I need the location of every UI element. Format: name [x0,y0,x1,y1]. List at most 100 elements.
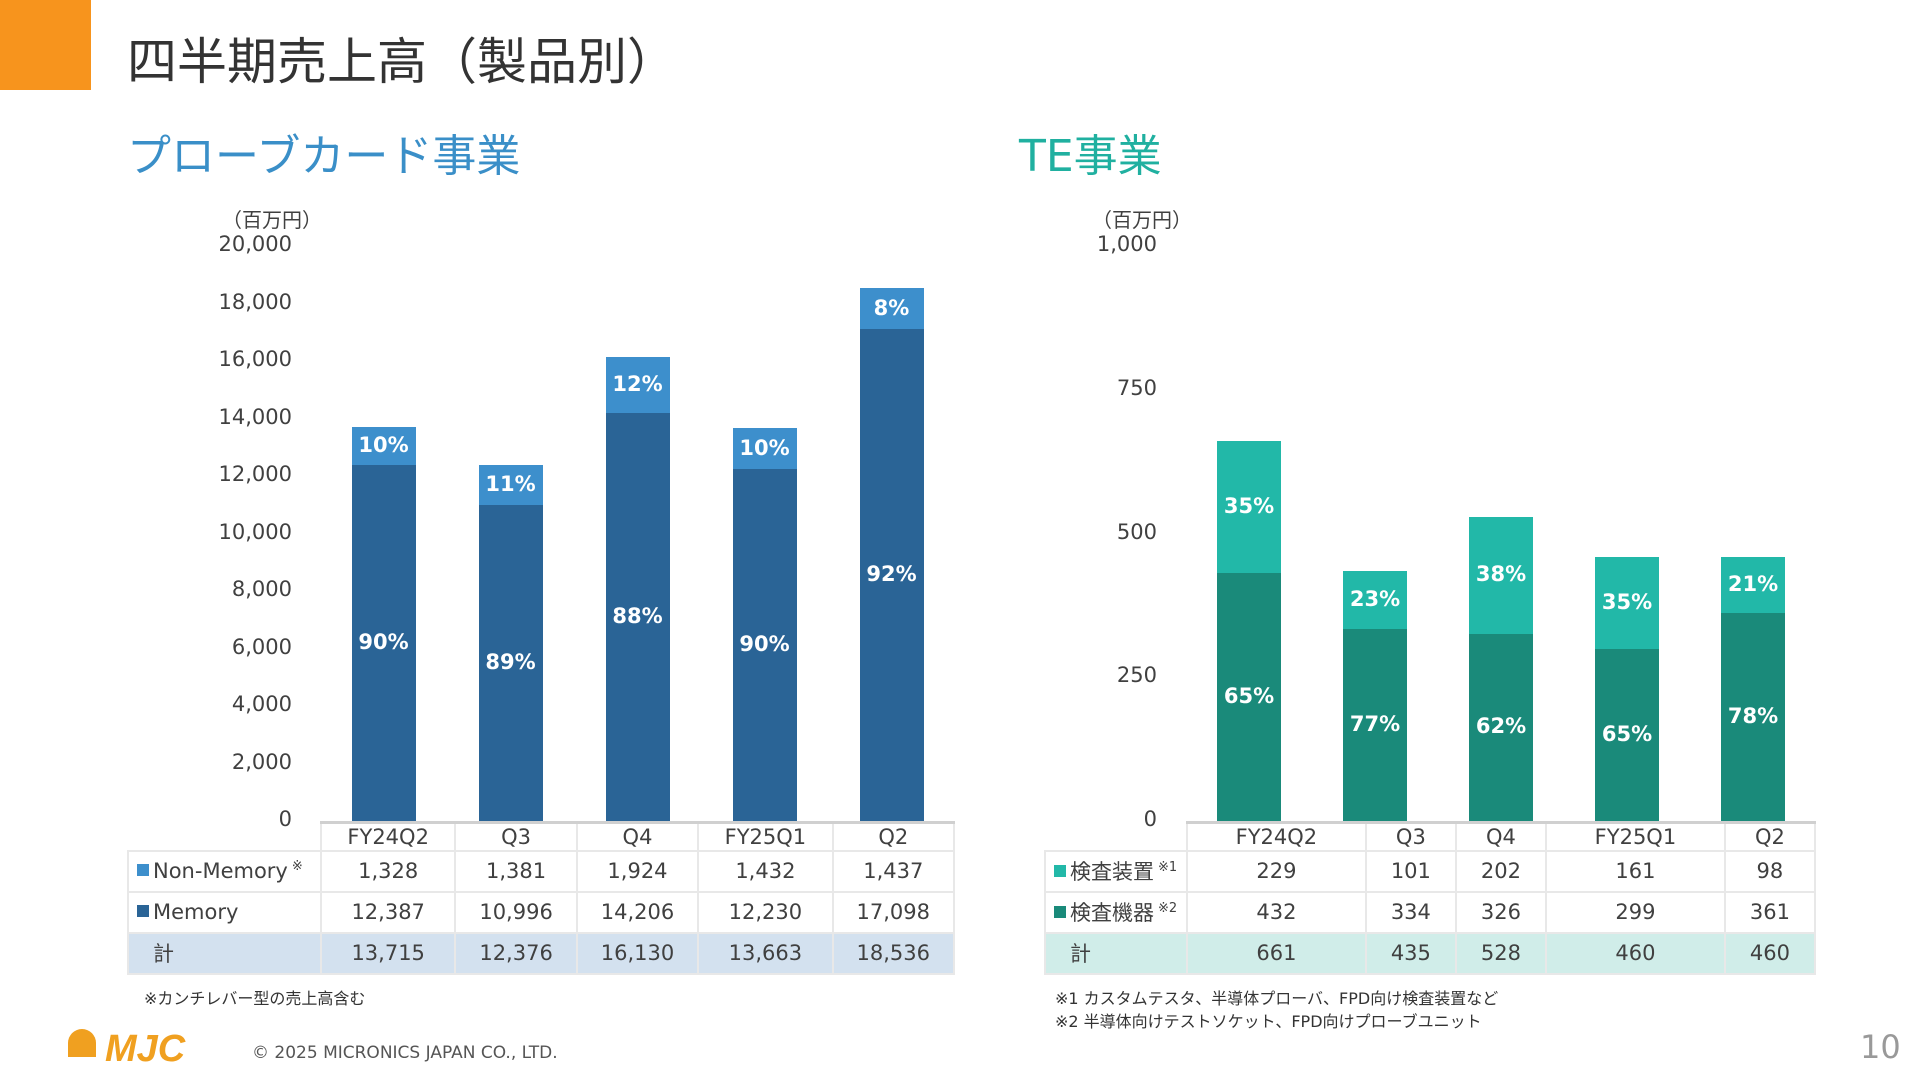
series-name: Non-Memory [153,859,288,883]
total-label: 計 [127,931,322,975]
y-tick-label: 250 [1116,663,1157,688]
table-cell: 101 [1364,849,1457,893]
pct-label: 35% [1601,589,1653,614]
series-name: Memory [153,900,239,924]
category-label: Q2 [1723,821,1817,852]
table-cell: 299 [1545,890,1726,934]
category-label: FY24Q2 [1186,821,1367,852]
y-tick-label: 14,000 [218,404,292,429]
pct-label: 78% [1727,704,1779,729]
table-cell: 10,996 [454,890,578,934]
pct-label: 65% [1223,683,1275,708]
category-label: Q2 [831,821,956,852]
legend-swatch [1054,906,1066,918]
note-mark: ※ [291,859,303,874]
bar---fy25q1 [1595,556,1659,650]
copyright: © 2025 MICRONICS JAPAN CO., LTD. [252,1043,558,1063]
y-tick-label: 750 [1116,375,1157,400]
chart-title-te: TE事業 [1019,131,1162,182]
table-cell: 432 [1186,890,1367,934]
pct-label: 21% [1727,572,1779,597]
category-label: Q3 [1364,821,1457,852]
footnote: ※1 カスタムテスタ、半導体プローバ、FPD向け検査装置など [1055,989,1499,1008]
category-label: FY24Q2 [319,821,457,852]
series-label: Memory [127,890,322,934]
page-title: 四半期売上高（製品別） [127,33,677,91]
table-cell: 12,230 [697,890,834,934]
bar---q3 [1343,570,1407,629]
pct-label: 92% [866,562,917,587]
pct-label: 90% [739,632,790,657]
table-corner [128,823,321,851]
note-mark: ※2 [1158,901,1178,916]
pct-label: 77% [1349,711,1401,736]
pct-label: 90% [358,629,409,654]
table-cell: 1,328 [319,849,457,893]
bar-non-memory-fy24q2 [351,426,416,465]
total-cell: 13,663 [697,931,834,975]
accent-block [0,0,91,90]
total-row: 計 661 435 528 460 460 [1044,931,1817,975]
pct-label: 12% [612,371,663,396]
series-name: 検査装置 [1070,860,1154,884]
table-cell: 202 [1454,849,1548,893]
category-label: FY25Q1 [697,821,834,852]
series-name: 検査機器 [1070,901,1154,925]
table-cell: 17,098 [831,890,956,934]
y-tick-label: 20,000 [218,232,292,256]
bar-non-memory-fy25q1 [732,428,797,470]
data-table: FY24Q2 Q3 Q4 FY25Q1 Q2 Non-Memory ※ 1,328 1,381 1… [127,821,956,975]
pct-label: 88% [612,603,663,628]
footnote: ※2 半導体向けテストソケット、FPD向けプローブユニット [1055,1012,1482,1031]
total-label: 計 [1044,931,1188,975]
bar---fy24q2 [1217,572,1281,821]
table-cell: 1,437 [831,849,956,893]
pct-label: 35% [1223,493,1275,518]
bar-memory-q3 [478,504,543,821]
table-cell: 229 [1186,849,1367,893]
bar---fy25q1 [1595,649,1659,821]
mjc-logo: MJC [68,1028,186,1069]
series-label: Non-Memory ※ [127,849,322,893]
table-cell: 98 [1723,849,1817,893]
y-tick-label: 16,000 [218,347,292,371]
table-cell: 1,381 [454,849,578,893]
pct-label: 10% [358,432,409,457]
total-cell: 13,715 [319,931,457,975]
bar---q4 [1469,517,1533,634]
category-label: Q4 [575,821,700,852]
y-tick-label: 6,000 [231,634,292,659]
legend-swatch [137,905,149,917]
table-cell: 361 [1723,890,1817,934]
table-cell: 14,206 [575,890,700,934]
legend-swatch [1054,865,1066,877]
pct-label: 8% [873,295,910,320]
y-tick-label: 18,000 [218,289,292,314]
category-label: Q3 [454,821,578,852]
series-label: 検査機器 ※2 [1044,890,1188,934]
y-tick-label: 500 [1116,519,1157,544]
bar---q2 [1721,557,1785,614]
table-cell: 1,432 [697,849,834,893]
y-tick-label: 0 [1143,807,1157,831]
category-label: Q4 [1454,821,1548,852]
legend-swatch [137,864,149,876]
svg-text:MJC: MJC [105,1028,186,1069]
total-cell: 661 [1186,931,1367,975]
bar---q3 [1343,628,1407,821]
category-label: FY25Q1 [1545,821,1726,852]
bar-memory-q2 [859,329,924,821]
table-header-row: FY24Q2 Q3 Q4 FY25Q1 Q2 [1045,821,1817,852]
bar---q4 [1469,633,1533,821]
y-tick-label: 12,000 [218,462,292,486]
note-mark: ※1 [1158,860,1178,875]
bar---q2 [1721,613,1785,821]
total-cell: 460 [1723,931,1817,975]
total-cell: 16,130 [575,931,700,975]
pct-label: 65% [1601,722,1653,747]
total-cell: 435 [1364,931,1457,975]
table-cell: 334 [1364,890,1457,934]
pct-label: 10% [739,435,790,460]
unit-label: （百万円） [1092,208,1192,232]
total-cell: 18,536 [831,931,956,975]
